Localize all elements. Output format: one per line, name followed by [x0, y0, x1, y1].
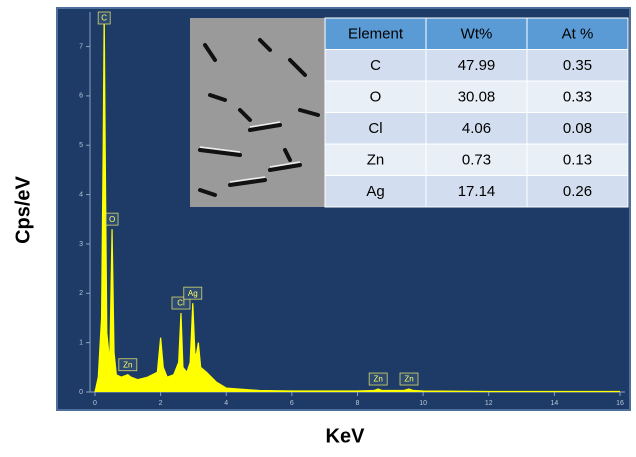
y-tick-label: 4 — [79, 191, 83, 198]
cell-text: 0.35 — [563, 57, 592, 74]
y-tick-label: 0 — [79, 389, 83, 396]
y-tick-label: 2 — [79, 290, 83, 297]
cell-text: Cl — [368, 120, 382, 137]
header-text: Element — [348, 26, 404, 43]
sem-image — [190, 18, 325, 207]
cell-text: O — [370, 89, 382, 106]
y-tick-label: 7 — [79, 43, 83, 50]
page: Cps/eV KeV ElementWt%At %C47.990.35O30.0… — [0, 0, 636, 457]
peak-label: O — [109, 215, 115, 224]
peak-label: Ag — [188, 289, 198, 298]
cell-text: 47.99 — [458, 57, 496, 74]
y-axis-label: Cps/eV — [12, 175, 34, 243]
x-tick-label: 12 — [485, 400, 493, 407]
peak-label: Cl — [177, 299, 185, 308]
y-tick-label: 1 — [79, 339, 83, 346]
x-tick-label: 4 — [224, 400, 228, 407]
x-tick-label: 8 — [356, 400, 360, 407]
header-text: Wt% — [461, 26, 493, 43]
y-tick-label: 3 — [79, 241, 83, 248]
x-tick-label: 2 — [159, 400, 163, 407]
x-axis-label: KeV — [326, 425, 366, 447]
table: Element Wt% At % C 47.99 0.35 O 30.08 0.33 Cl 4.06… — [325, 18, 628, 207]
chart: Cps/eV KeV ElementWt%At %C47.990.35O30.0… — [0, 0, 636, 452]
cell-text: 0.26 — [563, 183, 592, 200]
header-text: At % — [562, 26, 594, 43]
peak-label: Zn — [123, 360, 132, 369]
cell-text: C — [370, 57, 381, 74]
x-tick-label: 6 — [290, 400, 294, 407]
x-tick-label: 14 — [550, 400, 558, 407]
peak-label: C — [101, 14, 107, 23]
cell-text: 0.13 — [563, 152, 592, 169]
y-tick-label: 6 — [79, 93, 83, 100]
x-tick-label: 10 — [419, 400, 427, 407]
y-tick-label: 5 — [79, 142, 83, 149]
cell-text: 0.73 — [462, 152, 491, 169]
cell-text: 0.08 — [563, 120, 592, 137]
peak-label: Zn — [374, 375, 383, 384]
cell-text: 4.06 — [462, 120, 491, 137]
cell-text: 0.33 — [563, 89, 592, 106]
peak-label: Zn — [404, 375, 413, 384]
x-tick-label: 0 — [93, 400, 97, 407]
cell-text: Ag — [366, 183, 384, 200]
x-tick-label: 16 — [616, 400, 624, 407]
cell-text: 17.14 — [458, 183, 496, 200]
cell-text: Zn — [367, 152, 385, 169]
cell-text: 30.08 — [458, 89, 496, 106]
